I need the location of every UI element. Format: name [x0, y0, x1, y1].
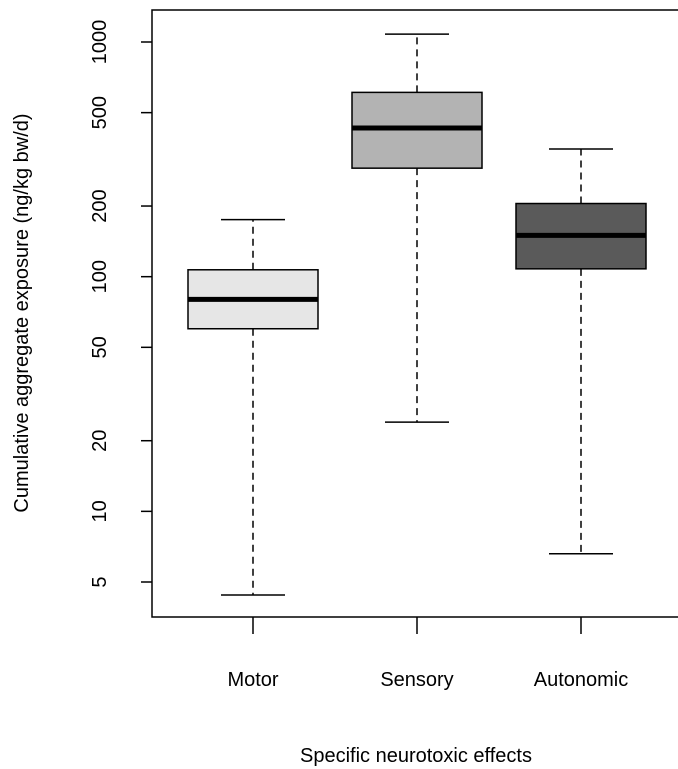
- y-tick-label: 200: [89, 189, 111, 222]
- x-axis: Motor Sensory Autonomic: [227, 617, 628, 691]
- x-axis-label: Specific neurotoxic effects: [300, 745, 532, 767]
- x-tick-label: Sensory: [380, 669, 453, 691]
- y-tick-label: 10: [89, 500, 111, 522]
- y-tick-label: 50: [89, 336, 111, 358]
- x-tick-label: Autonomic: [534, 669, 629, 691]
- box-motor: [187, 218, 319, 596]
- box-sensory: [351, 33, 483, 423]
- y-axis-label: Cumulative aggregate exposure (ng/kg bw/…: [11, 113, 33, 512]
- y-tick-label: 1000: [89, 20, 111, 65]
- plot-frame: [151, 9, 678, 618]
- y-tick-label: 20: [89, 430, 111, 452]
- y-tick-label: 100: [89, 260, 111, 293]
- box-series: [187, 33, 647, 596]
- y-tick-label: 500: [89, 96, 111, 129]
- box-autonomic: [515, 148, 647, 555]
- y-axis: 5 10 20 50 100 200 500 1000: [89, 20, 152, 588]
- x-tick-label: Motor: [227, 669, 278, 691]
- y-tick-label: 5: [89, 576, 111, 587]
